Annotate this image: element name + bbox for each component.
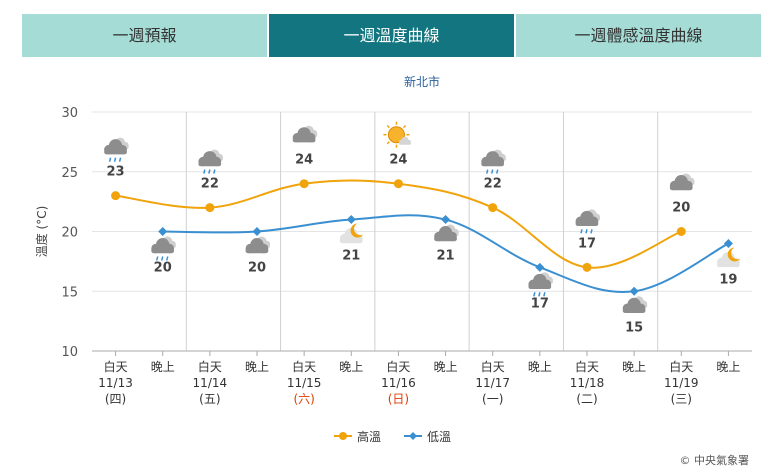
data-label-high: 23 (107, 165, 125, 180)
x-tick-label-slot: 白天 (481, 359, 505, 374)
data-label-high: 22 (201, 177, 219, 192)
x-tick-label-weekday: (六) (293, 392, 314, 406)
x-tick-label-slot: 白天 (669, 359, 693, 374)
cloud-moon-icon (716, 247, 741, 268)
data-point-high (393, 179, 403, 189)
data-label-low: 21 (342, 249, 360, 264)
x-tick-label-slot: 晚上 (622, 360, 646, 374)
data-point-low (535, 262, 545, 272)
cloud-rain-icon (104, 137, 129, 162)
y-tick-label: 15 (61, 285, 78, 300)
data-label-low: 17 (531, 296, 549, 311)
x-tick-label-date: 11/13 (98, 376, 133, 390)
legend-marker-low (409, 432, 417, 440)
cloud-rain-icon (575, 209, 601, 234)
x-tick-label-weekday: (五) (199, 392, 220, 406)
x-tick-label-weekday: (二) (576, 392, 597, 406)
x-tick-label-slot: 白天 (198, 359, 222, 374)
x-tick-label-slot: 白天 (292, 359, 316, 374)
cloud-icon (669, 173, 695, 191)
x-tick-label-date: 11/14 (193, 376, 228, 390)
y-tick-label: 10 (61, 345, 78, 360)
y-tick-label: 30 (61, 106, 78, 121)
data-label-low: 15 (625, 320, 643, 335)
x-tick-label-slot: 白天 (575, 359, 599, 374)
x-tick-label-date: 11/17 (475, 376, 510, 390)
tab-bar: 一週預報 一週溫度曲線 一週體感溫度曲線 (22, 14, 761, 57)
x-tick-label-date: 11/15 (287, 376, 322, 390)
data-label-low: 20 (248, 261, 266, 276)
cloud-icon (434, 224, 459, 242)
data-point-low (441, 215, 451, 225)
x-tick-label-slot: 白天 (104, 359, 128, 374)
y-axis-label: 溫度 (°C) (34, 206, 49, 258)
legend-label-high: 高溫 (357, 429, 381, 444)
data-point-high (582, 262, 592, 272)
x-tick-label-weekday: (一) (482, 392, 503, 406)
cloud-rain-icon (198, 149, 223, 174)
copyright-text: © 中央氣象署 (679, 454, 750, 467)
cloud-icon (622, 296, 648, 313)
data-label-high: 24 (295, 153, 313, 168)
data-label-high: 20 (672, 201, 690, 216)
cloud-rain-icon (151, 236, 176, 261)
data-label-high: 24 (389, 153, 407, 168)
legend-label-low: 低溫 (427, 430, 451, 444)
x-tick-label-date: 11/16 (381, 376, 416, 390)
x-tick-label-weekday: (日) (388, 392, 409, 406)
sun-cloud-icon (383, 121, 411, 148)
y-tick-label: 20 (61, 226, 78, 241)
data-point-low (629, 286, 639, 296)
tab-weekly-temperature-curve[interactable]: 一週溫度曲線 (269, 14, 516, 57)
cloud-rain-icon (481, 149, 506, 174)
data-label-high: 22 (484, 177, 502, 192)
data-point-low (252, 227, 262, 236)
x-tick-label-date: 11/19 (664, 376, 699, 390)
cloud-icon (245, 236, 271, 254)
tab-weekly-apparent-temperature-curve[interactable]: 一週體感溫度曲線 (516, 14, 761, 57)
x-tick-label-slot: 晚上 (434, 360, 458, 374)
x-tick-label-weekday: (三) (671, 392, 692, 406)
data-point-low (158, 227, 168, 236)
data-point-low (346, 215, 356, 225)
cloud-moon-icon (339, 223, 364, 244)
x-tick-label-slot: 晚上 (528, 360, 552, 374)
data-label-low: 19 (719, 272, 737, 287)
y-tick-label: 25 (61, 166, 78, 181)
data-point-high (299, 179, 309, 189)
chart-title: 新北市 (404, 74, 440, 89)
cloud-icon (292, 125, 318, 143)
x-tick-label-slot: 白天 (386, 359, 410, 374)
data-label-low: 20 (154, 261, 172, 276)
data-point-low (723, 238, 733, 248)
data-point-high (205, 203, 215, 213)
legend-marker-high (339, 432, 347, 440)
x-tick-label-date: 11/18 (570, 376, 605, 390)
x-tick-label-slot: 晚上 (151, 360, 175, 374)
x-tick-label-slot: 晚上 (245, 360, 269, 374)
data-label-high: 17 (578, 236, 596, 251)
data-label-low: 21 (437, 249, 455, 264)
x-tick-label-weekday: (四) (105, 392, 126, 406)
x-tick-label-slot: 晚上 (716, 360, 740, 374)
cloud-rain-icon (528, 272, 553, 297)
data-point-high (676, 227, 686, 236)
tab-weekly-forecast[interactable]: 一週預報 (22, 14, 269, 57)
x-tick-label-slot: 晚上 (339, 360, 363, 374)
data-point-high (111, 191, 121, 201)
data-point-high (488, 203, 498, 213)
